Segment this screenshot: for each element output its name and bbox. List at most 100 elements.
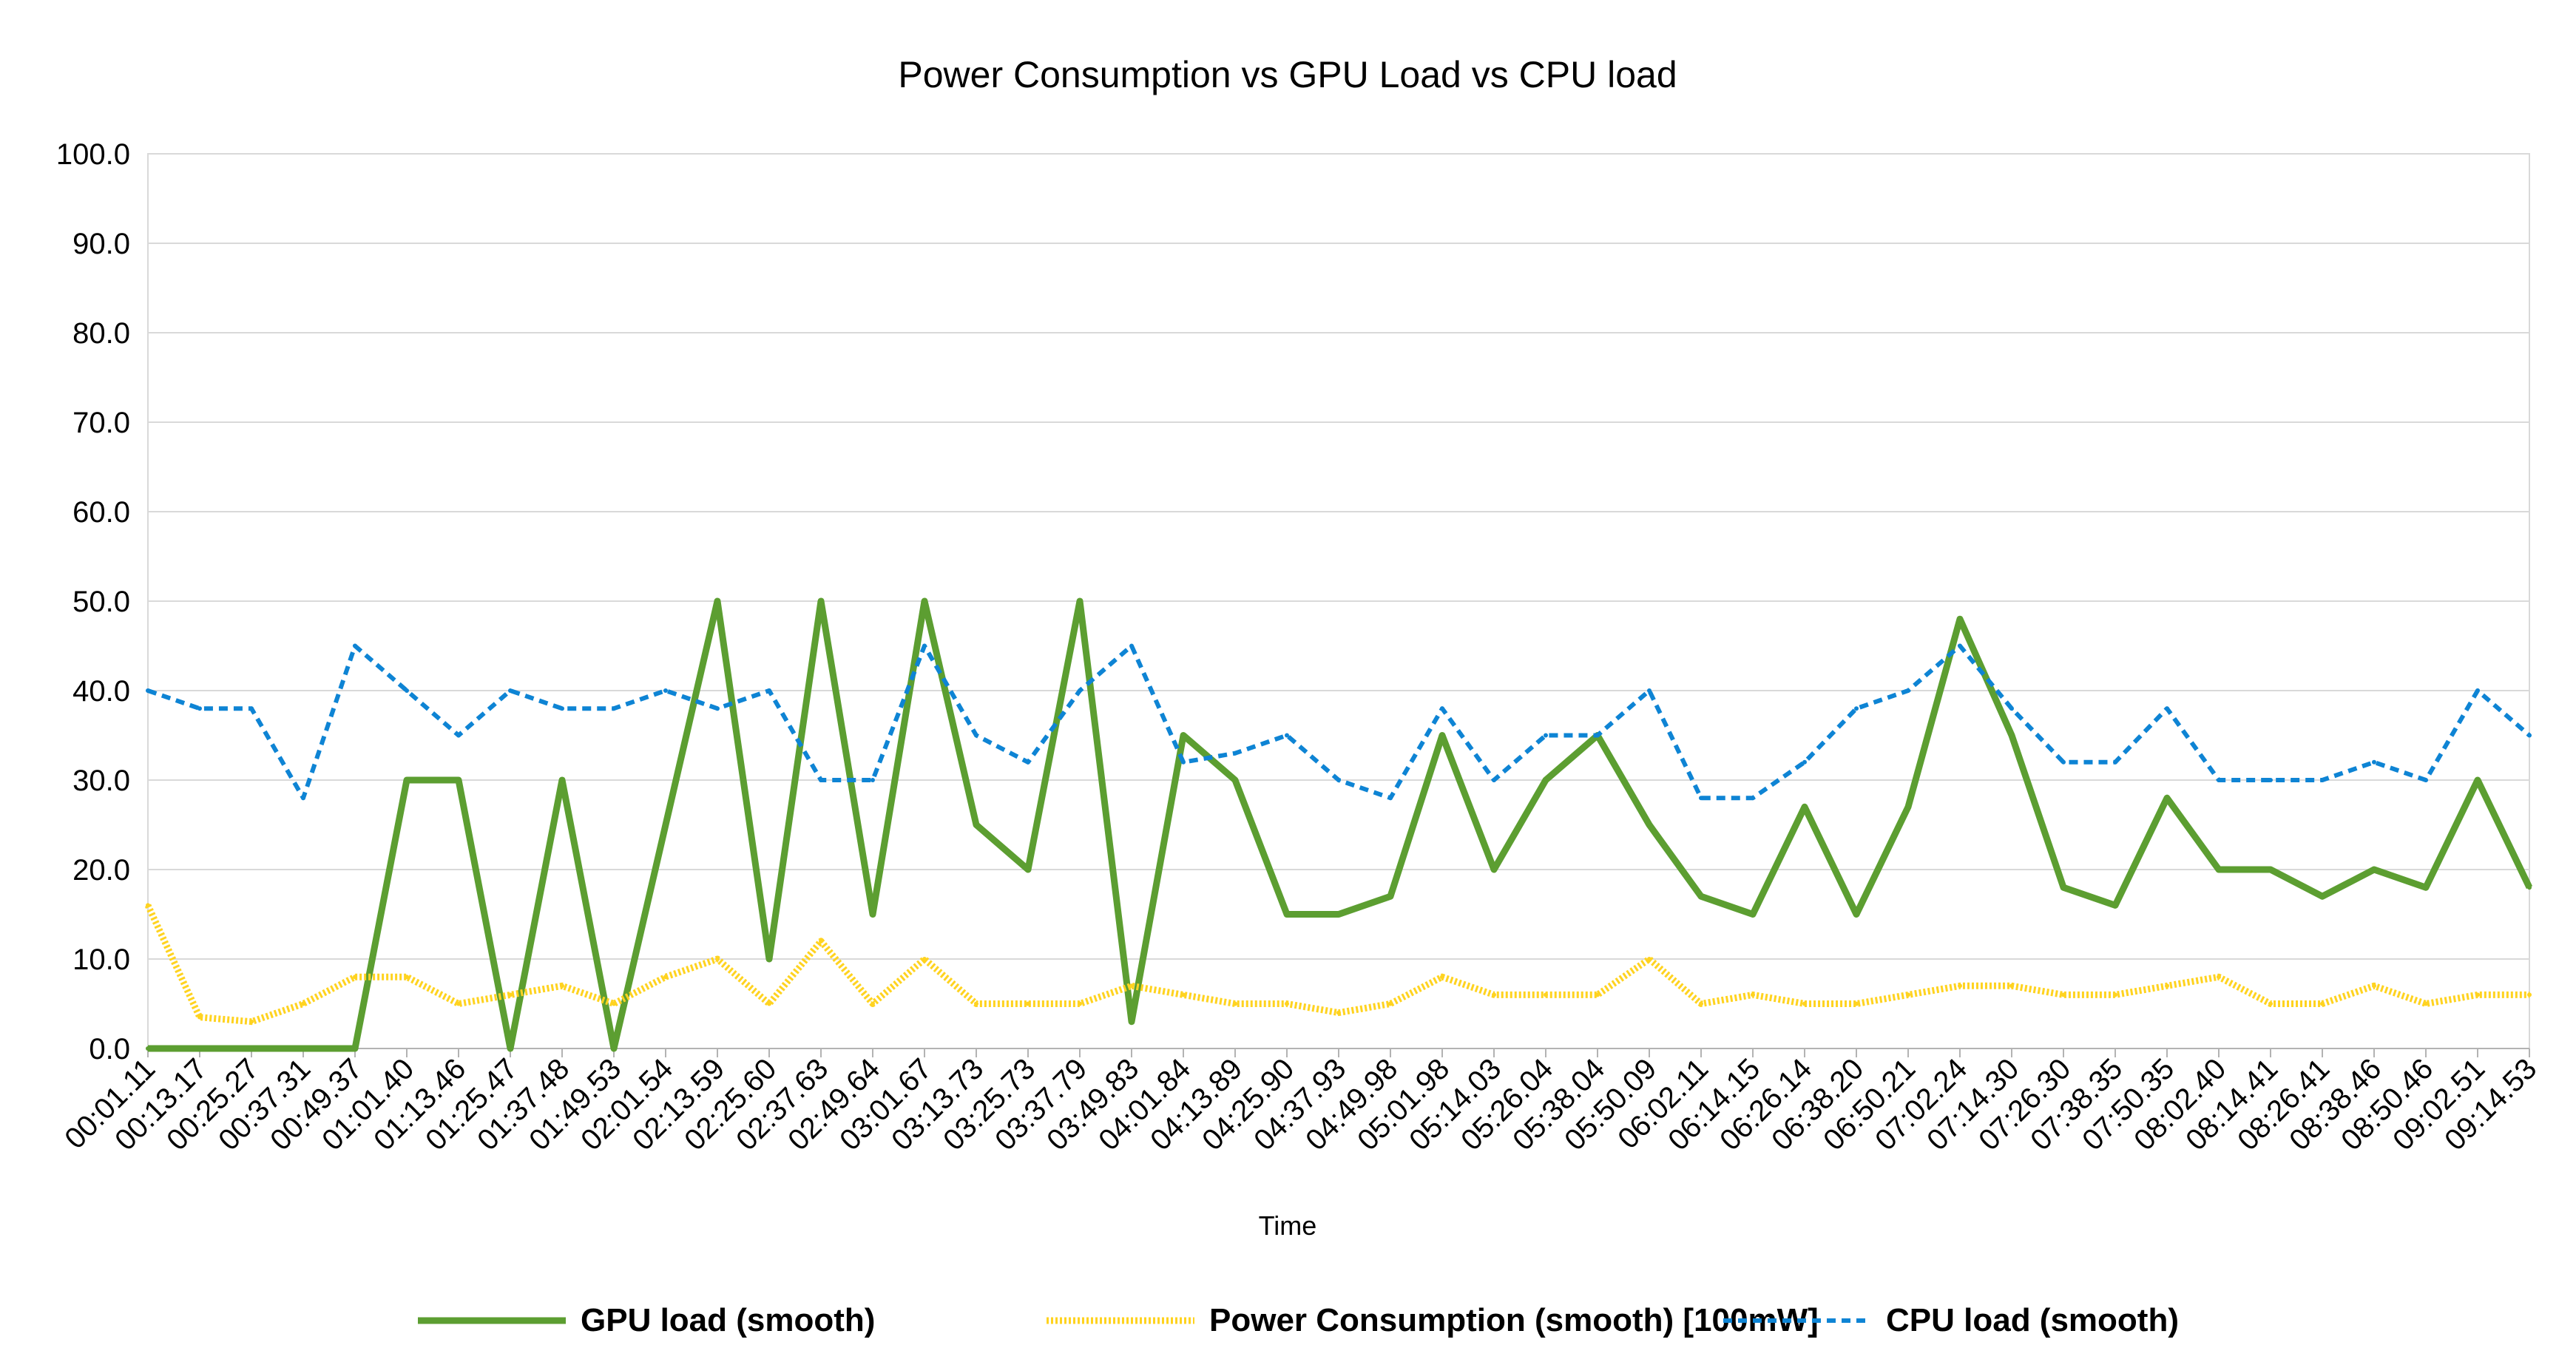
data-point	[508, 688, 513, 693]
data-point	[2268, 1001, 2273, 1006]
data-point	[2217, 975, 2221, 980]
data-point	[974, 1001, 978, 1006]
data-point	[819, 778, 823, 782]
data-point	[2320, 894, 2325, 899]
data-point	[2113, 992, 2117, 997]
data-point	[405, 778, 409, 782]
data-point	[1595, 992, 1600, 997]
data-point	[301, 1046, 305, 1051]
chart-title: Power Consumption vs GPU Load vs CPU loa…	[898, 54, 1677, 95]
data-point	[2424, 1001, 2428, 1006]
x-axis-label: Time	[1259, 1210, 1317, 1241]
data-point	[2061, 759, 2066, 765]
legend: GPU load (smooth) Power Consumption (smoo…	[418, 1302, 2179, 1338]
data-point	[2320, 1001, 2325, 1006]
data-point	[1647, 688, 1652, 693]
data-point	[301, 1001, 305, 1006]
data-point	[1440, 706, 1444, 711]
data-point	[2165, 796, 2169, 801]
data-point	[1233, 778, 1237, 782]
data-point	[1492, 992, 1496, 997]
data-point	[1802, 1001, 1807, 1006]
data-point	[612, 706, 616, 711]
data-point	[146, 688, 150, 693]
data-point	[353, 975, 357, 980]
data-point	[767, 688, 771, 693]
data-point	[1854, 1001, 1859, 1006]
data-point	[560, 983, 564, 989]
data-point	[1647, 822, 1652, 827]
data-point	[1336, 1010, 1341, 1015]
data-point	[1544, 992, 1548, 997]
series-lines	[144, 597, 2533, 1052]
data-point	[2217, 867, 2221, 872]
data-point	[197, 1046, 202, 1051]
data-point	[2113, 903, 2117, 908]
data-point	[1906, 688, 1910, 693]
data-point	[560, 706, 564, 711]
data-point	[2061, 992, 2066, 997]
data-point	[1129, 983, 1134, 989]
data-point	[1388, 1001, 1393, 1006]
y-tick-label: 20.0	[72, 854, 130, 887]
data-point	[1647, 957, 1652, 961]
y-tick-label: 100.0	[56, 138, 130, 171]
data-point	[1802, 804, 1807, 810]
data-point	[560, 778, 564, 782]
data-point	[1440, 733, 1444, 738]
data-point	[663, 975, 668, 980]
data-point	[1958, 617, 1962, 622]
data-point	[871, 1001, 875, 1006]
data-point	[1802, 759, 1807, 765]
data-point	[1906, 992, 1910, 997]
data-point	[353, 1046, 357, 1051]
data-point	[146, 903, 150, 908]
y-tick-label: 60.0	[72, 496, 130, 529]
legend-label-3: CPU load (smooth)	[1886, 1302, 2179, 1338]
data-point	[2113, 759, 2117, 765]
data-point	[1958, 983, 1962, 989]
data-point	[1233, 1001, 1237, 1006]
data-point	[1958, 643, 1962, 648]
series-line-1	[148, 597, 2533, 1052]
data-point	[1492, 867, 1496, 872]
data-point	[1751, 796, 1755, 801]
y-tick-label: 50.0	[72, 586, 130, 618]
series-line-3	[147, 643, 2531, 801]
data-point	[2527, 992, 2532, 997]
data-point	[1544, 778, 1548, 782]
data-point	[508, 992, 513, 997]
data-point	[1026, 867, 1030, 872]
data-point	[767, 1001, 771, 1006]
data-point	[1181, 733, 1186, 738]
y-axis-ticks: 0.0 10.0 20.0 30.0 40.0 50.0 60.0 70.0 80.0 90.0 1…	[56, 138, 130, 1065]
y-tick-label: 30.0	[72, 765, 130, 797]
data-point	[663, 688, 668, 693]
data-point	[1285, 912, 1289, 917]
data-point	[2475, 778, 2480, 782]
data-point	[819, 599, 823, 603]
data-point	[2372, 759, 2376, 765]
data-point	[715, 706, 720, 711]
data-point	[1595, 733, 1600, 738]
legend-label-2: Power Consumption (smooth) [100mW]	[1209, 1302, 1819, 1338]
data-point	[1854, 912, 1859, 917]
data-point	[2165, 706, 2169, 711]
data-point	[2320, 778, 2325, 782]
data-point	[1129, 1019, 1134, 1024]
data-point	[871, 778, 875, 782]
data-point	[2527, 733, 2532, 738]
data-point	[974, 733, 978, 738]
data-point	[2475, 992, 2480, 997]
data-point	[1388, 894, 1393, 899]
data-point	[2009, 733, 2014, 738]
data-point	[456, 733, 461, 738]
data-point	[1078, 688, 1082, 693]
data-point	[1181, 759, 1186, 765]
y-tick-label: 0.0	[89, 1033, 130, 1065]
data-point	[249, 706, 254, 711]
data-point	[2372, 983, 2376, 989]
data-point	[922, 643, 927, 648]
data-point	[2061, 885, 2066, 890]
x-axis-ticks: 00:01.1100:13.1700:25.2700:37.3100:49.37…	[58, 1048, 2543, 1156]
